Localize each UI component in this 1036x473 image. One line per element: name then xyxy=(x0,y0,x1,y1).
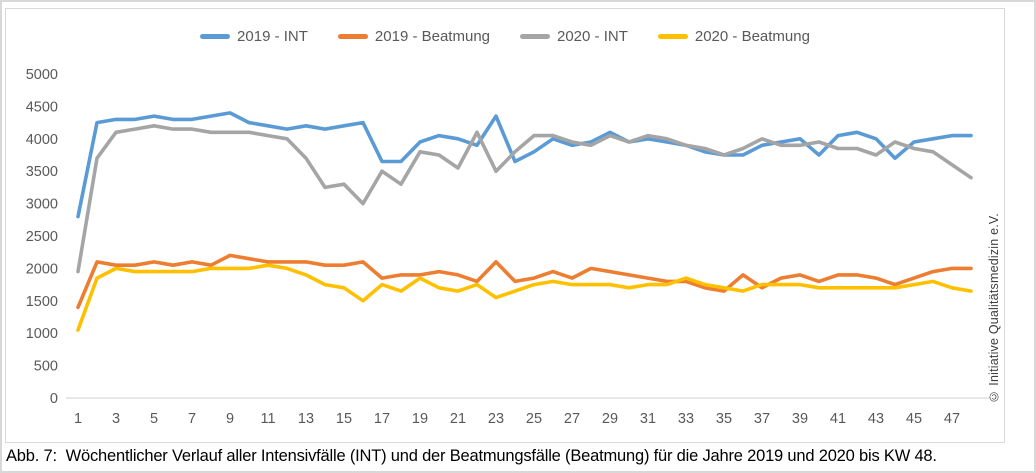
figure-caption: Abb. 7: Wöchentlicher Verlauf aller Inte… xyxy=(6,447,937,465)
x-axis-tick-label: 29 xyxy=(602,411,618,427)
x-axis-tick-label: 7 xyxy=(188,411,196,427)
series-line-2 xyxy=(76,124,973,274)
chart-frame: 2019 - INT 2019 - Beatmung 2020 - INT 2020 … xyxy=(5,8,1005,443)
legend-swatch-icon xyxy=(200,34,231,39)
x-axis-tick-label: 17 xyxy=(374,411,390,427)
plot-svg: 0 500 1000 1500 2000 2500 3000 3500 4000 4500 5000… xyxy=(26,67,991,427)
y-axis-tick-label: 4500 xyxy=(26,99,58,115)
x-axis-tick-label: 13 xyxy=(298,411,314,427)
x-axis-tick-label: 1 xyxy=(74,411,82,427)
x-axis-tick-label: 9 xyxy=(226,411,234,427)
x-axis-tick-label: 23 xyxy=(488,411,504,427)
x-axis-tick-label: 21 xyxy=(450,411,466,427)
x-axis-tick-label: 5 xyxy=(150,411,158,427)
series-line-0 xyxy=(76,111,973,219)
y-axis-tick-label: 500 xyxy=(34,359,58,375)
x-axis-tick-label: 43 xyxy=(868,411,884,427)
x-axis-tick-label: 41 xyxy=(830,411,846,427)
y-axis-tick-label: 2000 xyxy=(26,261,58,277)
y-axis-tick-label: 0 xyxy=(50,391,58,407)
legend-label: 2019 - Beatmung xyxy=(374,28,490,45)
x-axis-tick-label: 3 xyxy=(112,411,120,427)
series-line-1 xyxy=(76,253,973,310)
x-axis-tick-label: 37 xyxy=(754,411,770,427)
legend-item-3: 2020 - Beatmung xyxy=(657,28,810,45)
legend-label: 2020 - Beatmung xyxy=(694,28,810,45)
y-axis-tick-label: 5000 xyxy=(26,67,58,83)
chart-legend: 2019 - INT 2019 - Beatmung 2020 - INT 2020 … xyxy=(6,28,1004,45)
x-axis-tick-label: 47 xyxy=(944,411,960,427)
legend-swatch-icon xyxy=(520,34,550,39)
x-axis-tick-label: 11 xyxy=(260,411,275,427)
y-axis-tick-label: 3500 xyxy=(26,164,58,180)
x-axis-tick-label: 33 xyxy=(678,411,694,427)
x-axis-tick-label: 19 xyxy=(412,411,428,427)
y-axis-tick-label: 1000 xyxy=(26,326,58,342)
y-axis-tick-label: 2500 xyxy=(26,229,58,245)
x-axis-tick-label: 45 xyxy=(906,411,922,427)
legend-swatch-icon xyxy=(657,34,688,39)
y-axis-tick-label: 4000 xyxy=(26,132,58,148)
x-axis-tick-label: 35 xyxy=(716,411,732,427)
y-axis-tick-label: 1500 xyxy=(26,294,58,310)
legend-label: 2020 - INT xyxy=(557,28,628,45)
legend-label: 2019 - INT xyxy=(237,28,308,45)
x-axis-tick-label: 15 xyxy=(336,411,352,427)
x-axis-tick-label: 39 xyxy=(792,411,808,427)
x-axis-tick-label: 25 xyxy=(526,411,542,427)
legend-item-1: 2019 - Beatmung xyxy=(337,28,490,45)
legend-swatch-icon xyxy=(337,34,368,39)
x-axis-tick-label: 27 xyxy=(564,411,580,427)
legend-item-2: 2020 - INT xyxy=(520,28,628,45)
legend-item-0: 2019 - INT xyxy=(200,28,308,45)
copyright-vertical-text: © Initiative Qualitätsmedizin e.V. xyxy=(987,213,1001,404)
x-axis-tick-label: 31 xyxy=(640,411,656,427)
y-axis-tick-label: 3000 xyxy=(26,197,58,213)
series-line-3 xyxy=(76,263,973,332)
